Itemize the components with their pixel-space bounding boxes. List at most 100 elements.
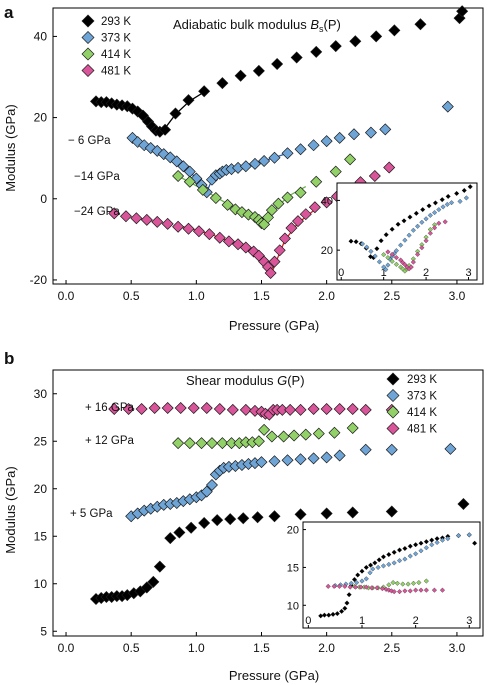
panel-a-inset-point-373-k bbox=[448, 200, 455, 206]
panel-a-xlabel: Pressure (GPa) bbox=[229, 318, 319, 333]
panel-b-inset-point-373-k bbox=[429, 542, 435, 548]
panel-b-point-414-k bbox=[252, 435, 265, 448]
panel-b-legend-marker bbox=[386, 422, 400, 435]
panel-b-point-293-k bbox=[147, 575, 160, 588]
panel-b-xlabel: Pressure (GPa) bbox=[229, 668, 319, 683]
panel-b-inset-point-481-k bbox=[374, 585, 380, 591]
panel-a-point-293-k bbox=[131, 105, 144, 118]
panel-a-xtick-label: 2.0 bbox=[318, 289, 335, 303]
panel-a-point-481-k bbox=[285, 221, 298, 234]
panel-b-inset-point-414-k bbox=[400, 581, 406, 587]
panel-a-annotation: −24 GPa bbox=[74, 206, 120, 218]
panel-b-point-481-k bbox=[226, 403, 239, 416]
panel-b-point-414-k bbox=[205, 437, 218, 450]
panel-b-point-293-k bbox=[268, 510, 281, 523]
panel-b-point-414-k bbox=[299, 428, 312, 441]
panel-a-point-373-k bbox=[320, 135, 333, 148]
panel-b-point-414-k bbox=[195, 437, 208, 450]
panel-a-point-414-k bbox=[229, 203, 242, 216]
panel-b-inset-point-373-k bbox=[380, 563, 387, 569]
panel-b-point-373-k bbox=[255, 456, 268, 469]
panel-b-point-481-k bbox=[284, 403, 297, 416]
panel-a-point-481-k bbox=[108, 207, 121, 220]
panel-b-inset-point-414-k bbox=[410, 580, 417, 586]
panel-a-point-373-k bbox=[164, 151, 177, 164]
panel-b-xtick-label: 3.0 bbox=[449, 641, 466, 655]
panel-a-inset-point-373-k bbox=[376, 259, 382, 265]
panel-a-xtick-label: 3.0 bbox=[449, 289, 466, 303]
panel-b-point-414-k bbox=[312, 427, 325, 440]
panel-a-inset-point-293-k bbox=[467, 184, 473, 190]
panel-b-inset-point-293-k bbox=[346, 592, 352, 598]
panel-b-annotation: + 12 GPa bbox=[85, 435, 135, 447]
panel-a-point-373-k bbox=[258, 155, 271, 168]
panel-b-inset-point-293-k bbox=[396, 547, 403, 553]
panel-a-point-481-k bbox=[213, 231, 226, 244]
panel-a-point-293-k bbox=[310, 45, 323, 58]
panel-b-inset-point-373-k bbox=[423, 545, 429, 551]
panel-b-inset-point-373-k bbox=[370, 566, 376, 572]
panel-a-xtick-label: 0.5 bbox=[123, 289, 140, 303]
panel-a-inset-point-373-k bbox=[432, 210, 438, 216]
panel-b-point-293-k bbox=[346, 506, 359, 519]
panel-b-annotation: + 5 GPa bbox=[70, 508, 113, 520]
panel-b-point-293-k bbox=[237, 512, 250, 525]
panel-b-inset-point-293-k bbox=[380, 554, 387, 560]
panel-a-point-293-k bbox=[198, 85, 211, 98]
panel-a-inset-point-293-k bbox=[378, 238, 384, 244]
panel-b-ytick-label: 30 bbox=[34, 387, 48, 401]
panel-a-point-481-k bbox=[368, 170, 381, 183]
panel-a-inset-point-373-k bbox=[457, 198, 463, 204]
panel-a-legend-label: 373 K bbox=[101, 33, 131, 45]
panel-a-point-293-k bbox=[126, 102, 139, 115]
panel-a-point-481-k bbox=[172, 220, 185, 233]
panel-a-title-symbol: B bbox=[310, 17, 319, 32]
panel-b-point-373-k bbox=[333, 449, 346, 462]
panel-a-inset-point-373-k bbox=[410, 227, 416, 233]
panel-a-point-293-k bbox=[414, 18, 427, 31]
panel-a-point-414-k bbox=[265, 204, 278, 217]
panel-a-inset-point-373-k bbox=[444, 201, 450, 207]
panel-a-inset-point-373-k bbox=[364, 244, 370, 250]
panel-b-axes-frame bbox=[52, 369, 484, 637]
panel-a-point-481-k bbox=[239, 241, 252, 254]
panel-b-inset-point-373-k bbox=[375, 564, 381, 570]
panel-b-inset-point-293-k bbox=[351, 576, 358, 583]
panel-a-xtick-label: 2.5 bbox=[383, 289, 400, 303]
panel-b-inset-point-293-k bbox=[355, 572, 361, 578]
panel-b-xtick-label: 1.5 bbox=[253, 641, 270, 655]
panel-a-inset-xtick-label: 0 bbox=[338, 267, 344, 279]
panel-a-point-481-k bbox=[383, 161, 396, 174]
panel-b-legend-marker bbox=[386, 405, 400, 419]
panel-b-inset-xtick-label: 0 bbox=[305, 615, 311, 627]
panel-b-legend-label: 414 K bbox=[407, 407, 437, 419]
panel-b-inset-point-481-k bbox=[358, 584, 364, 590]
panel-b-inset-point-293-k bbox=[339, 608, 345, 614]
panel-b-inset-point-481-k bbox=[331, 583, 337, 589]
panel-a-inset-point-373-k bbox=[372, 253, 378, 259]
panel-a-point-481-k bbox=[268, 255, 281, 268]
panel-b-ytick-label: 25 bbox=[34, 434, 48, 448]
panel-a-point-481-k bbox=[291, 215, 304, 228]
panel-b-inset-point-481-k bbox=[342, 583, 348, 589]
panel-b-point-373-k bbox=[281, 454, 294, 467]
panel-a-inset-point-373-k bbox=[368, 248, 374, 254]
panel-a-inset-point-293-k bbox=[445, 193, 451, 199]
panel-b-inset-point-293-k bbox=[363, 564, 369, 570]
panel-b-point-481-k bbox=[108, 402, 121, 415]
panel-b-inset-frame bbox=[302, 521, 481, 629]
panel-a-point-481-k bbox=[192, 225, 205, 238]
panel-a-label: a bbox=[4, 3, 14, 22]
panel-b-inset-point-481-k bbox=[402, 588, 408, 594]
panel-b-point-481-k bbox=[148, 402, 161, 414]
panel-b-point-481-k bbox=[161, 402, 174, 414]
panel-b-inset-point-293-k bbox=[334, 611, 340, 617]
panel-b-inset-ytick-label: 15 bbox=[287, 562, 299, 574]
panel-b-point-481-k bbox=[320, 402, 333, 415]
panel-a-inset-point-414-k bbox=[389, 258, 395, 264]
panel-b-annotation: + 16 GPa bbox=[85, 402, 135, 414]
panel-a-point-414-k bbox=[242, 208, 255, 221]
panel-a-inset-xtick-label: 1 bbox=[381, 267, 387, 279]
panel-b-point-481-k bbox=[346, 402, 359, 415]
panel-b-xtick-label: 0.0 bbox=[58, 641, 75, 655]
